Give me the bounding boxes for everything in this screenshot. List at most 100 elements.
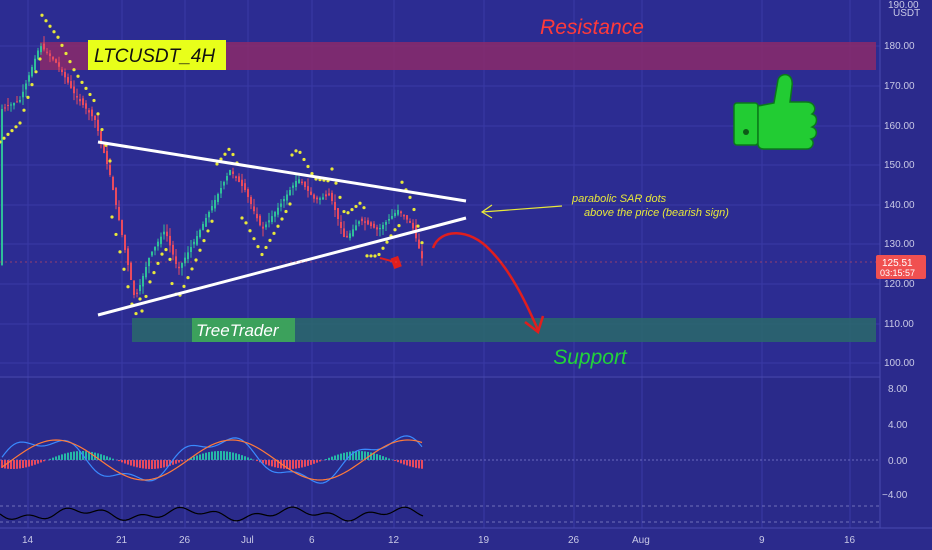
price-tick: 150.00 <box>884 160 915 171</box>
macd-bar <box>157 460 159 469</box>
macd-bar <box>343 452 345 460</box>
sar-dot <box>310 171 314 176</box>
sar-dot <box>397 224 401 228</box>
indicator-pane[interactable] <box>0 378 880 528</box>
sar-dot <box>144 294 148 299</box>
macd-bar <box>379 455 381 460</box>
candle-body <box>367 220 369 225</box>
macd-bar <box>196 455 198 460</box>
candle-body <box>61 69 63 73</box>
candle-body <box>322 197 324 200</box>
sar-dot <box>215 162 219 166</box>
sar-dot <box>34 70 38 74</box>
macd-bar <box>271 460 273 467</box>
candle-body <box>340 221 342 228</box>
sar-dot <box>18 121 22 125</box>
macd-bar <box>163 460 165 468</box>
indicator-axis[interactable]: 8.00 4.00 0.00 −4.00 <box>882 384 908 501</box>
time-label: 9 <box>759 535 765 546</box>
price-axis-top-tick: 190.00 <box>888 0 919 11</box>
sar-dot <box>30 83 34 87</box>
candle-body <box>247 189 249 198</box>
sar-note-line1: parabolic SAR dots <box>571 193 667 205</box>
macd-bar <box>136 460 138 468</box>
time-label: 14 <box>22 535 34 546</box>
time-label: 12 <box>388 535 400 546</box>
macd-bar <box>256 460 258 462</box>
sar-dot <box>190 267 194 271</box>
sar-dot <box>108 159 112 163</box>
macd-bar <box>373 453 375 460</box>
macd-bar <box>244 456 246 460</box>
sar-dot <box>168 257 172 261</box>
candle-body <box>280 203 282 207</box>
macd-bar <box>97 453 99 460</box>
candle-body <box>52 57 54 60</box>
sar-dot <box>202 239 206 243</box>
sar-dot <box>52 30 56 34</box>
macd-bar <box>1 460 3 468</box>
sar-dot <box>350 207 354 212</box>
sar-dot <box>294 149 298 153</box>
macd-bar <box>229 451 231 460</box>
candle-body <box>316 197 318 200</box>
macd-bar <box>121 460 123 463</box>
sar-dot <box>231 152 235 157</box>
sar-dot <box>408 195 412 200</box>
candle-body <box>370 222 372 227</box>
candle-body <box>289 190 291 196</box>
sar-dot <box>244 221 248 225</box>
indicator-tick: 0.00 <box>888 456 908 467</box>
candle-body <box>109 164 111 175</box>
candle-body <box>205 218 207 227</box>
sar-dot <box>148 280 152 284</box>
candle-body <box>310 191 312 195</box>
macd-bar <box>151 460 153 469</box>
macd-bar <box>88 451 90 460</box>
candle-body <box>112 176 114 190</box>
sar-dot <box>40 13 44 17</box>
sar-dot <box>248 229 252 233</box>
candle-body <box>286 194 288 201</box>
sar-dot <box>373 254 377 258</box>
sar-dot <box>140 309 144 313</box>
macd-bar <box>397 460 399 463</box>
macd-bar <box>19 460 21 469</box>
sar-dot <box>358 201 362 205</box>
macd-bar <box>238 454 240 460</box>
candle-body <box>136 292 138 294</box>
candle-body <box>226 176 228 181</box>
sar-dot <box>6 132 10 136</box>
macd-signal-line <box>1 439 423 481</box>
candle-body <box>148 258 150 267</box>
candle-body <box>70 81 72 88</box>
macd-bar <box>199 454 201 460</box>
candle-body <box>76 96 78 98</box>
sar-dot <box>10 129 14 133</box>
bar-countdown: 03:15:57 <box>880 268 915 278</box>
candle-body <box>22 91 24 98</box>
macd-bar <box>205 452 207 460</box>
down-arrow-icon <box>379 255 402 270</box>
candle-body <box>334 202 336 210</box>
time-axis[interactable]: 14 21 26 Jul 6 12 19 26 Aug 9 16 <box>22 535 856 546</box>
sar-dot <box>276 224 280 228</box>
sar-dot <box>72 68 76 72</box>
macd-bar <box>262 460 264 464</box>
candle-body <box>397 210 399 215</box>
candle-body <box>10 104 12 106</box>
time-label: 19 <box>478 535 490 546</box>
sar-dot <box>416 224 420 228</box>
sar-dot <box>156 261 160 265</box>
macd-bar <box>34 460 36 465</box>
candle-body <box>364 221 366 223</box>
macd-bar <box>328 457 330 460</box>
macd-bar <box>337 454 339 460</box>
time-label: Aug <box>632 535 650 546</box>
time-label: 16 <box>844 535 856 546</box>
candle-body <box>67 77 69 83</box>
oscillator-line <box>0 506 424 522</box>
price-axis[interactable]: 190.00 USDT 180.00 170.00 160.00 150.00 … <box>884 0 920 369</box>
macd-bar <box>76 451 78 460</box>
